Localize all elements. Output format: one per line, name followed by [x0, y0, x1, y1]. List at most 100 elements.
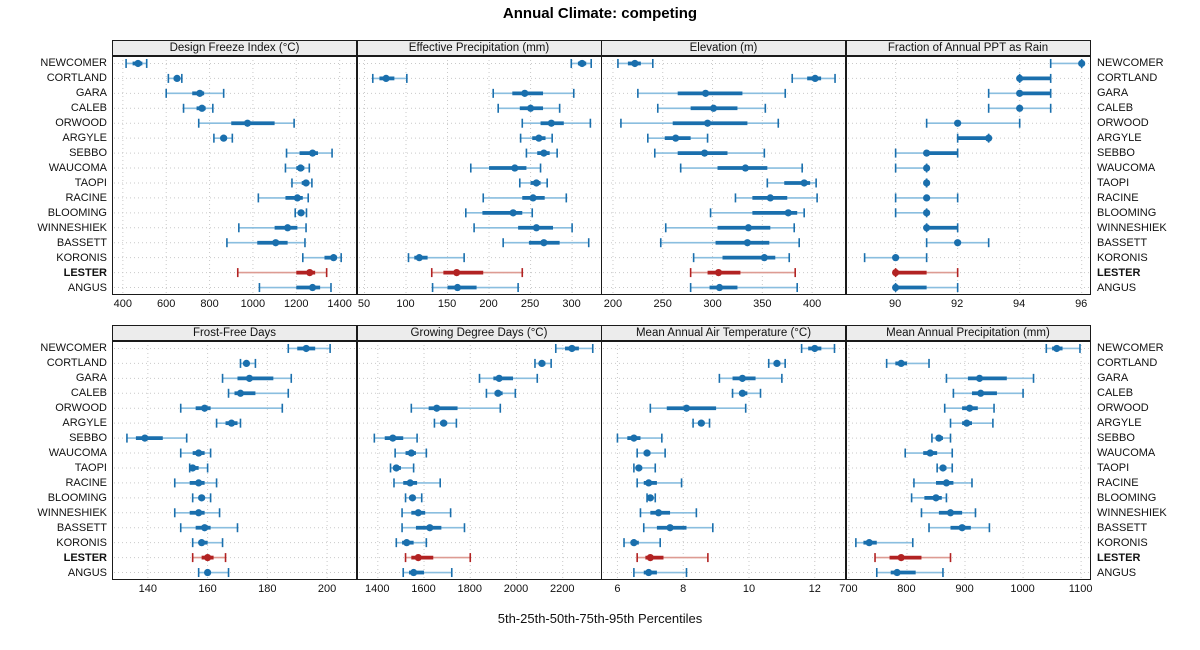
axis-tick-label: 1100	[1068, 583, 1093, 595]
axis-tick-label: 250	[653, 298, 672, 310]
row-label-right-bassett: BASSETT	[1097, 236, 1148, 249]
row-label-right-racine: RACINE	[1097, 191, 1139, 204]
row-label-right-blooming: BLOOMING	[1097, 206, 1157, 219]
row-label-right-racine: RACINE	[1097, 476, 1139, 489]
axis-tick-label: 1400	[327, 298, 352, 310]
row-label-left-newcomer: NEWCOMER	[40, 342, 107, 355]
row-label-left-gara: GARA	[75, 372, 107, 385]
row-label-left-cortland: CORTLAND	[46, 357, 107, 370]
axis-tick-label: 800	[897, 583, 916, 595]
row-label-right-sebbo: SEBBO	[1097, 432, 1135, 445]
axis-tick-label: 700	[839, 583, 858, 595]
row-label-right-angus: ANGUS	[1097, 281, 1137, 294]
row-label-left-bassett: BASSETT	[56, 236, 107, 249]
row-label-right-argyle: ARGYLE	[1097, 417, 1142, 430]
row-label-left-sebbo: SEBBO	[69, 432, 107, 445]
row-label-right-koronis: KORONIS	[1097, 536, 1148, 549]
row-label-right-bassett: BASSETT	[1097, 521, 1148, 534]
row-label-left-lester: LESTER	[63, 266, 107, 279]
axis-tick-label: 90	[888, 298, 902, 310]
axis-tick-label: 250	[520, 298, 540, 310]
axis-ticks-growing-degree-days-c: 1400 1600 1800 2000 2200	[357, 583, 602, 597]
row-label-left-orwood: ORWOOD	[55, 117, 107, 130]
axis-tick-label: 1800	[457, 583, 482, 595]
axis-tick-label: 2200	[549, 583, 575, 595]
panel-strip-growing-degree-days-c: Growing Degree Days (°C)	[356, 325, 602, 341]
axis-tick-label: 94	[1013, 298, 1026, 310]
row-label-right-orwood: ORWOOD	[1097, 402, 1149, 415]
axis-tick-label: 100	[396, 298, 415, 310]
row-label-left-taopi: TAOPI	[74, 461, 107, 474]
row-label-right-gara: GARA	[1097, 87, 1129, 100]
axis-tick-label: 400	[802, 298, 822, 310]
axis-tick-label: 6	[614, 583, 621, 595]
axis-tick-label: 8	[680, 583, 687, 595]
axis-tick-label: 1000	[1010, 583, 1035, 595]
row-label-left-orwood: ORWOOD	[55, 402, 107, 415]
panel-body-frost-free-days	[112, 341, 357, 580]
axis-tick-label: 160	[198, 583, 217, 595]
axis-tick-label: 600	[157, 298, 176, 310]
row-label-right-argyle: ARGYLE	[1097, 132, 1142, 145]
row-label-right-orwood: ORWOOD	[1097, 117, 1149, 130]
row-label-right-lester: LESTER	[1097, 266, 1141, 279]
row-label-right-taopi: TAOPI	[1097, 176, 1130, 189]
axis-tick-label: 150	[437, 298, 457, 310]
axis-tick-label: 1000	[240, 298, 266, 310]
panel-body-elevation-m	[601, 56, 846, 295]
row-label-left-gara: GARA	[75, 87, 107, 100]
row-label-left-angus: ANGUS	[67, 566, 107, 579]
row-label-right-blooming: BLOOMING	[1097, 491, 1157, 504]
panel-body-mean-annual-precipitation-mm	[845, 341, 1091, 580]
row-label-right-taopi: TAOPI	[1097, 461, 1130, 474]
row-label-right-cortland: CORTLAND	[1097, 72, 1158, 85]
row-label-left-waucoma: WAUCOMA	[48, 162, 107, 175]
axis-tick-label: 400	[113, 298, 133, 310]
row-label-left-racine: RACINE	[65, 191, 107, 204]
axis-tick-label: 200	[603, 298, 623, 310]
row-label-right-lester: LESTER	[1097, 551, 1141, 564]
panel-strip-mean-annual-air-temperature-c: Mean Annual Air Temperature (°C)	[601, 325, 846, 341]
row-label-right-winneshiek: WINNESHIEK	[1097, 221, 1167, 234]
row-label-right-angus: ANGUS	[1097, 566, 1137, 579]
row-label-left-blooming: BLOOMING	[47, 491, 107, 504]
axis-ticks-frost-free-days: 140 160 180 200	[112, 583, 357, 597]
row-label-left-taopi: TAOPI	[74, 176, 107, 189]
axis-tick-label: 50	[357, 298, 371, 310]
row-label-right-newcomer: NEWCOMER	[1097, 342, 1164, 355]
row-label-left-racine: RACINE	[65, 476, 107, 489]
row-label-left-cortland: CORTLAND	[46, 72, 107, 85]
axis-ticks-effective-precipitation-mm: 50 100 150 200 250 300	[357, 298, 602, 312]
panel-body-effective-precipitation-mm	[356, 56, 602, 295]
axis-tick-label: 300	[562, 298, 581, 310]
axis-ticks-elevation-m: 200 250 300 350 400	[601, 298, 846, 312]
row-label-left-blooming: BLOOMING	[47, 206, 107, 219]
row-label-right-caleb: CALEB	[1097, 102, 1134, 115]
axis-tick-label: 140	[138, 583, 158, 595]
panel-body-mean-annual-air-temperature-c	[601, 341, 846, 580]
axis-tick-label: 92	[951, 298, 964, 310]
axis-ticks-fraction-of-annual-ppt-as-rain: 90 92 94 96	[846, 298, 1091, 312]
panel-strip-frost-free-days: Frost-Free Days	[112, 325, 357, 341]
row-label-left-angus: ANGUS	[67, 281, 107, 294]
axis-tick-label: 800	[200, 298, 219, 310]
axis-tick-label: 1400	[365, 583, 390, 595]
panel-strip-design-freeze-index-c: Design Freeze Index (°C)	[112, 40, 357, 56]
axis-tick-label: 200	[479, 298, 498, 310]
row-label-left-caleb: CALEB	[70, 102, 107, 115]
axis-tick-label: 10	[742, 583, 756, 595]
row-label-left-newcomer: NEWCOMER	[40, 57, 107, 70]
row-label-right-winneshiek: WINNESHIEK	[1097, 506, 1167, 519]
axis-tick-label: 180	[258, 583, 277, 595]
axis-tick-label: 900	[955, 583, 974, 595]
chart-title: Annual Climate: competing	[502, 5, 698, 22]
row-label-left-caleb: CALEB	[70, 387, 107, 400]
row-label-left-koronis: KORONIS	[56, 536, 107, 549]
panel-body-fraction-of-annual-ppt-as-rain	[845, 56, 1091, 295]
axis-tick-label: 1200	[284, 298, 309, 310]
row-label-right-newcomer: NEWCOMER	[1097, 57, 1164, 70]
row-label-right-caleb: CALEB	[1097, 387, 1134, 400]
axis-ticks-mean-annual-precipitation-mm: 700 800 900 1000 1100	[839, 583, 1093, 597]
row-label-left-koronis: KORONIS	[56, 251, 107, 264]
